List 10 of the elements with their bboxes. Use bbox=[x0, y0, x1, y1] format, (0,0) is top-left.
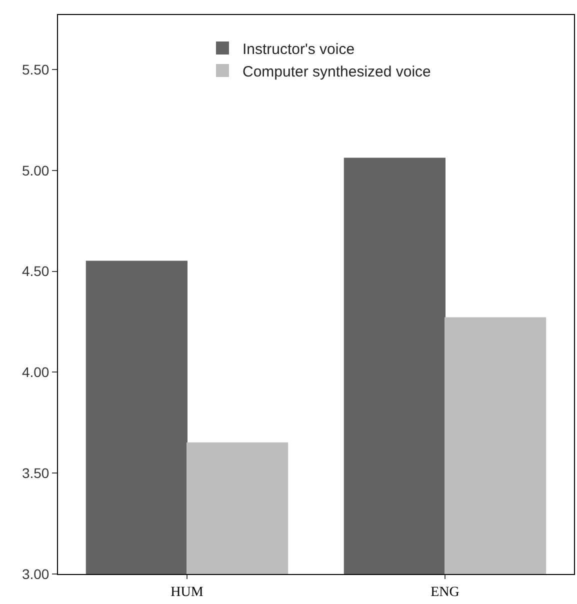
legend-label: Instructor's voice bbox=[242, 40, 355, 58]
x-tick-label: HUM bbox=[170, 584, 204, 600]
y-tick-label: 3.50 bbox=[22, 465, 50, 481]
y-tick-label: 5.00 bbox=[22, 162, 50, 178]
legend-label: Computer synthesized voice bbox=[242, 63, 431, 80]
y-tick-label: 5.50 bbox=[22, 61, 50, 78]
x-tick-label: ENG bbox=[430, 584, 460, 600]
y-tick-label: 4.00 bbox=[22, 364, 50, 380]
y-tick-label: 4.50 bbox=[22, 263, 50, 280]
y-tick-label: 3.00 bbox=[22, 566, 50, 582]
